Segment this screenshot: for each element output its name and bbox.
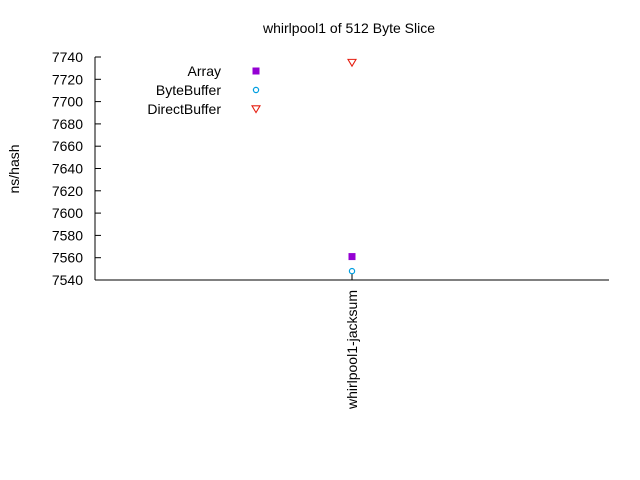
legend-marker-bytebuffer [252, 86, 260, 94]
y-tick-label: 7620 [52, 183, 83, 199]
data-points [347, 58, 357, 275]
data-point-bytebuffer [348, 267, 356, 275]
y-tick-label: 7540 [52, 272, 83, 288]
y-tick-label: 7600 [52, 205, 83, 221]
y-tick-label: 7660 [52, 138, 83, 154]
y-axis-ticks: 7540 7560 7580 7600 7620 7640 7660 7680 7700 7720… [52, 49, 101, 288]
y-tick-label: 7580 [52, 227, 83, 243]
legend: Array ByteBuffer DirectBuffer [147, 63, 261, 117]
y-tick-label: 7640 [52, 161, 83, 177]
y-tick-label: 7680 [52, 116, 83, 132]
y-tick-label: 7700 [52, 94, 83, 110]
legend-label: DirectBuffer [147, 101, 221, 117]
data-point-array [348, 253, 356, 261]
legend-marker-directbuffer [251, 105, 261, 114]
x-tick-label: whirlpool1-jacksum [344, 290, 360, 410]
legend-label: Array [188, 63, 221, 79]
y-tick-label: 7720 [52, 71, 83, 87]
legend-label: ByteBuffer [156, 82, 221, 98]
y-tick-label: 7560 [52, 250, 83, 266]
chart-title: whirlpool1 of 512 Byte Slice [262, 20, 435, 36]
y-tick-label: 7740 [52, 49, 83, 65]
x-axis-ticks: whirlpool1-jacksum [344, 274, 360, 410]
y-axis-label: ns/hash [6, 144, 22, 193]
data-point-directbuffer [347, 58, 357, 68]
legend-marker-array [252, 67, 260, 75]
